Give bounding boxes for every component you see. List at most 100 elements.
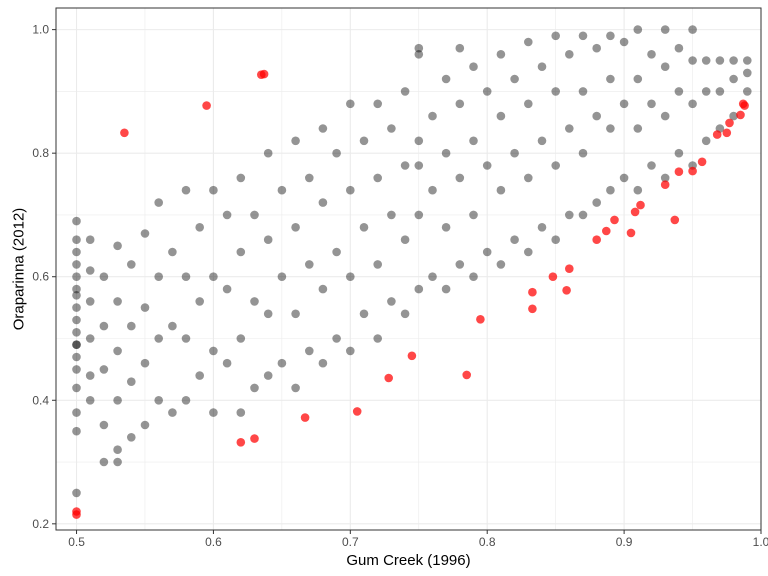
data-point	[482, 247, 492, 257]
y-tick-label: 0.6	[32, 270, 49, 284]
data-point	[202, 101, 211, 110]
data-point	[85, 396, 95, 405]
gridlines	[56, 8, 762, 530]
data-point	[113, 241, 122, 251]
data-point	[373, 99, 383, 109]
data-point	[551, 161, 560, 170]
data-point	[647, 99, 656, 109]
data-point	[578, 31, 588, 41]
data-point	[626, 228, 636, 238]
data-point	[565, 264, 574, 274]
data-point	[113, 297, 122, 306]
data-point	[85, 334, 95, 343]
data-point	[236, 247, 246, 257]
data-point	[660, 111, 670, 121]
data-point	[250, 210, 259, 220]
data-point	[701, 87, 711, 96]
data-point	[551, 235, 560, 244]
data-point	[524, 99, 533, 109]
data-point	[236, 408, 246, 417]
data-point	[715, 56, 725, 65]
data-point	[592, 43, 601, 53]
data-point	[729, 74, 738, 84]
data-point	[209, 185, 218, 195]
data-point	[528, 304, 537, 314]
data-point	[630, 207, 640, 217]
data-point	[633, 74, 643, 84]
data-point	[291, 383, 300, 393]
data-point	[469, 272, 478, 282]
data-point	[496, 185, 506, 195]
x-tick-label: 0.8	[479, 535, 496, 549]
data-point	[441, 223, 451, 232]
data-point	[359, 223, 369, 232]
x-tick-label: 1.0	[753, 535, 768, 549]
data-point	[113, 396, 122, 405]
data-point	[168, 247, 177, 257]
data-point	[154, 198, 163, 207]
data-point	[414, 284, 424, 294]
data-point	[209, 408, 218, 417]
data-point	[72, 340, 81, 350]
data-point	[99, 365, 109, 374]
data-point	[428, 272, 437, 282]
data-point	[127, 377, 136, 387]
data-point	[428, 185, 437, 195]
data-point	[660, 62, 670, 71]
data-point	[400, 309, 410, 319]
data-point	[688, 56, 697, 65]
data-point	[740, 101, 749, 110]
data-point	[154, 396, 163, 405]
data-point	[72, 426, 81, 436]
data-point	[428, 111, 437, 121]
data-point	[373, 334, 383, 343]
data-point	[578, 87, 588, 96]
data-point	[85, 266, 95, 275]
data-point	[85, 235, 95, 244]
data-point	[578, 210, 588, 220]
data-point	[140, 303, 150, 312]
data-point	[551, 31, 560, 41]
y-tick-label: 0.4	[32, 393, 49, 407]
data-point	[209, 272, 218, 282]
data-point	[72, 408, 81, 417]
data-point	[610, 215, 619, 225]
data-point	[127, 260, 136, 269]
data-point	[565, 124, 574, 133]
data-point	[72, 488, 81, 498]
data-point	[291, 136, 300, 146]
data-point	[528, 287, 537, 297]
data-point	[510, 235, 519, 244]
data-point	[263, 309, 273, 319]
data-point	[72, 365, 81, 374]
data-point	[373, 260, 383, 269]
axes: 0.5 0.6 0.7 0.8 0.9 1.0 0.2 0.4 0.6 0.8 1.0	[32, 23, 768, 549]
data-point	[277, 185, 287, 195]
data-point	[455, 43, 465, 53]
data-point	[387, 297, 396, 306]
data-point	[697, 157, 707, 167]
data-point	[72, 352, 81, 362]
data-point	[602, 226, 611, 236]
data-point	[99, 420, 109, 430]
data-point	[633, 124, 643, 133]
data-point	[462, 370, 472, 380]
data-point	[72, 328, 81, 337]
data-point	[222, 358, 232, 368]
data-point	[140, 358, 150, 368]
data-point	[688, 25, 697, 34]
data-point	[400, 87, 410, 96]
data-point	[222, 284, 232, 294]
x-tick-label: 0.7	[342, 535, 359, 549]
data-point	[633, 25, 643, 34]
data-point	[72, 284, 81, 294]
data-point	[482, 87, 492, 96]
data-point	[154, 334, 163, 343]
data-point	[72, 247, 81, 257]
data-point	[113, 445, 122, 455]
data-point	[72, 340, 81, 350]
data-point	[455, 173, 465, 183]
data-point	[469, 210, 478, 220]
data-point	[736, 110, 745, 120]
series-highlight	[72, 69, 749, 519]
